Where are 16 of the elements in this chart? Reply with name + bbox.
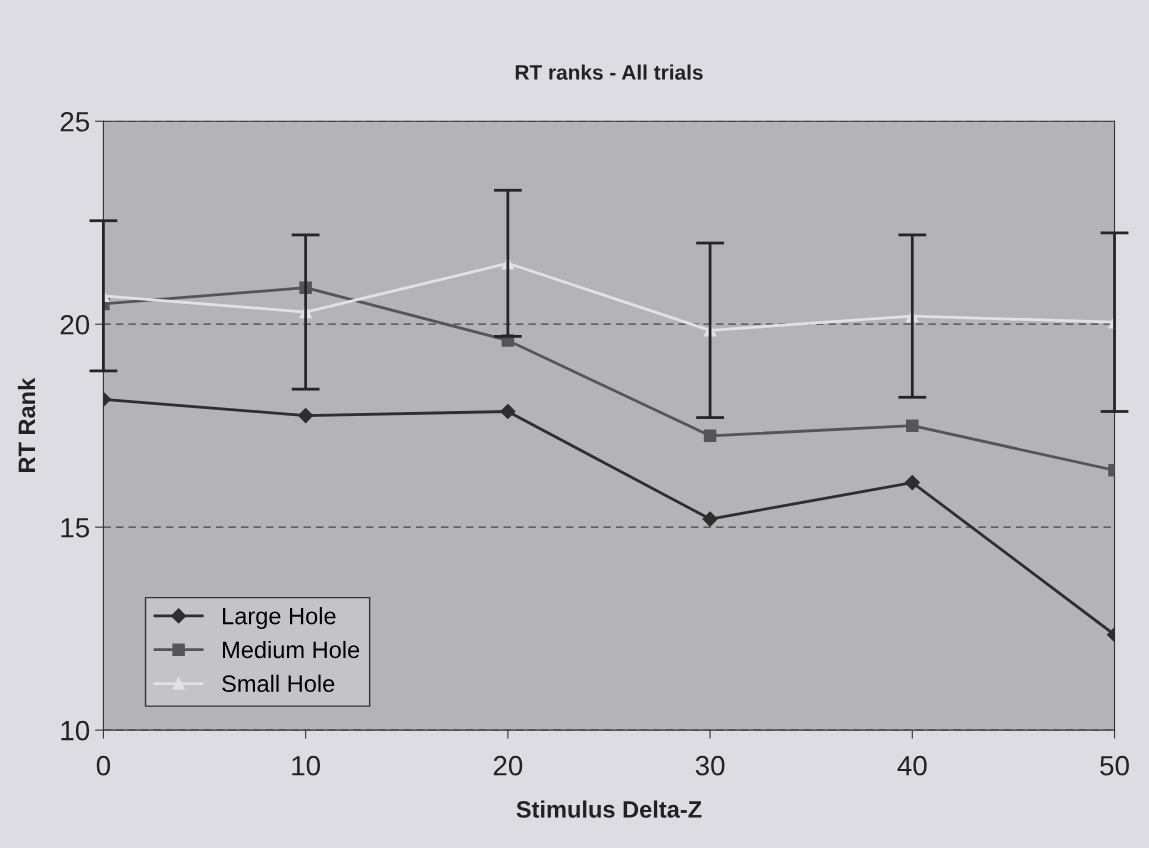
x-tick-label: 20: [493, 755, 523, 776]
y-tick-label: 25: [60, 111, 90, 132]
chart-title: RT ranks - All trials: [515, 64, 703, 80]
y-tick-label: 15: [61, 518, 90, 538]
legend-label: Medium Hole: [223, 640, 360, 659]
x-tick-label: 0: [96, 755, 111, 776]
y-tick-label: 10: [61, 720, 90, 741]
y-tick-label: 20: [60, 314, 90, 335]
x-axis-title: Stimulus Delta-Z: [516, 800, 702, 818]
x-tick-label: 30: [695, 755, 725, 776]
x-tick-label: 40: [897, 755, 927, 776]
legend-label: Large Hole: [223, 607, 336, 630]
x-tick-label: 10: [292, 755, 320, 776]
x-tick-label: 50: [1100, 755, 1129, 776]
legend-label: Small Hole: [222, 674, 335, 693]
y-axis-title: RT Rank: [17, 377, 36, 472]
